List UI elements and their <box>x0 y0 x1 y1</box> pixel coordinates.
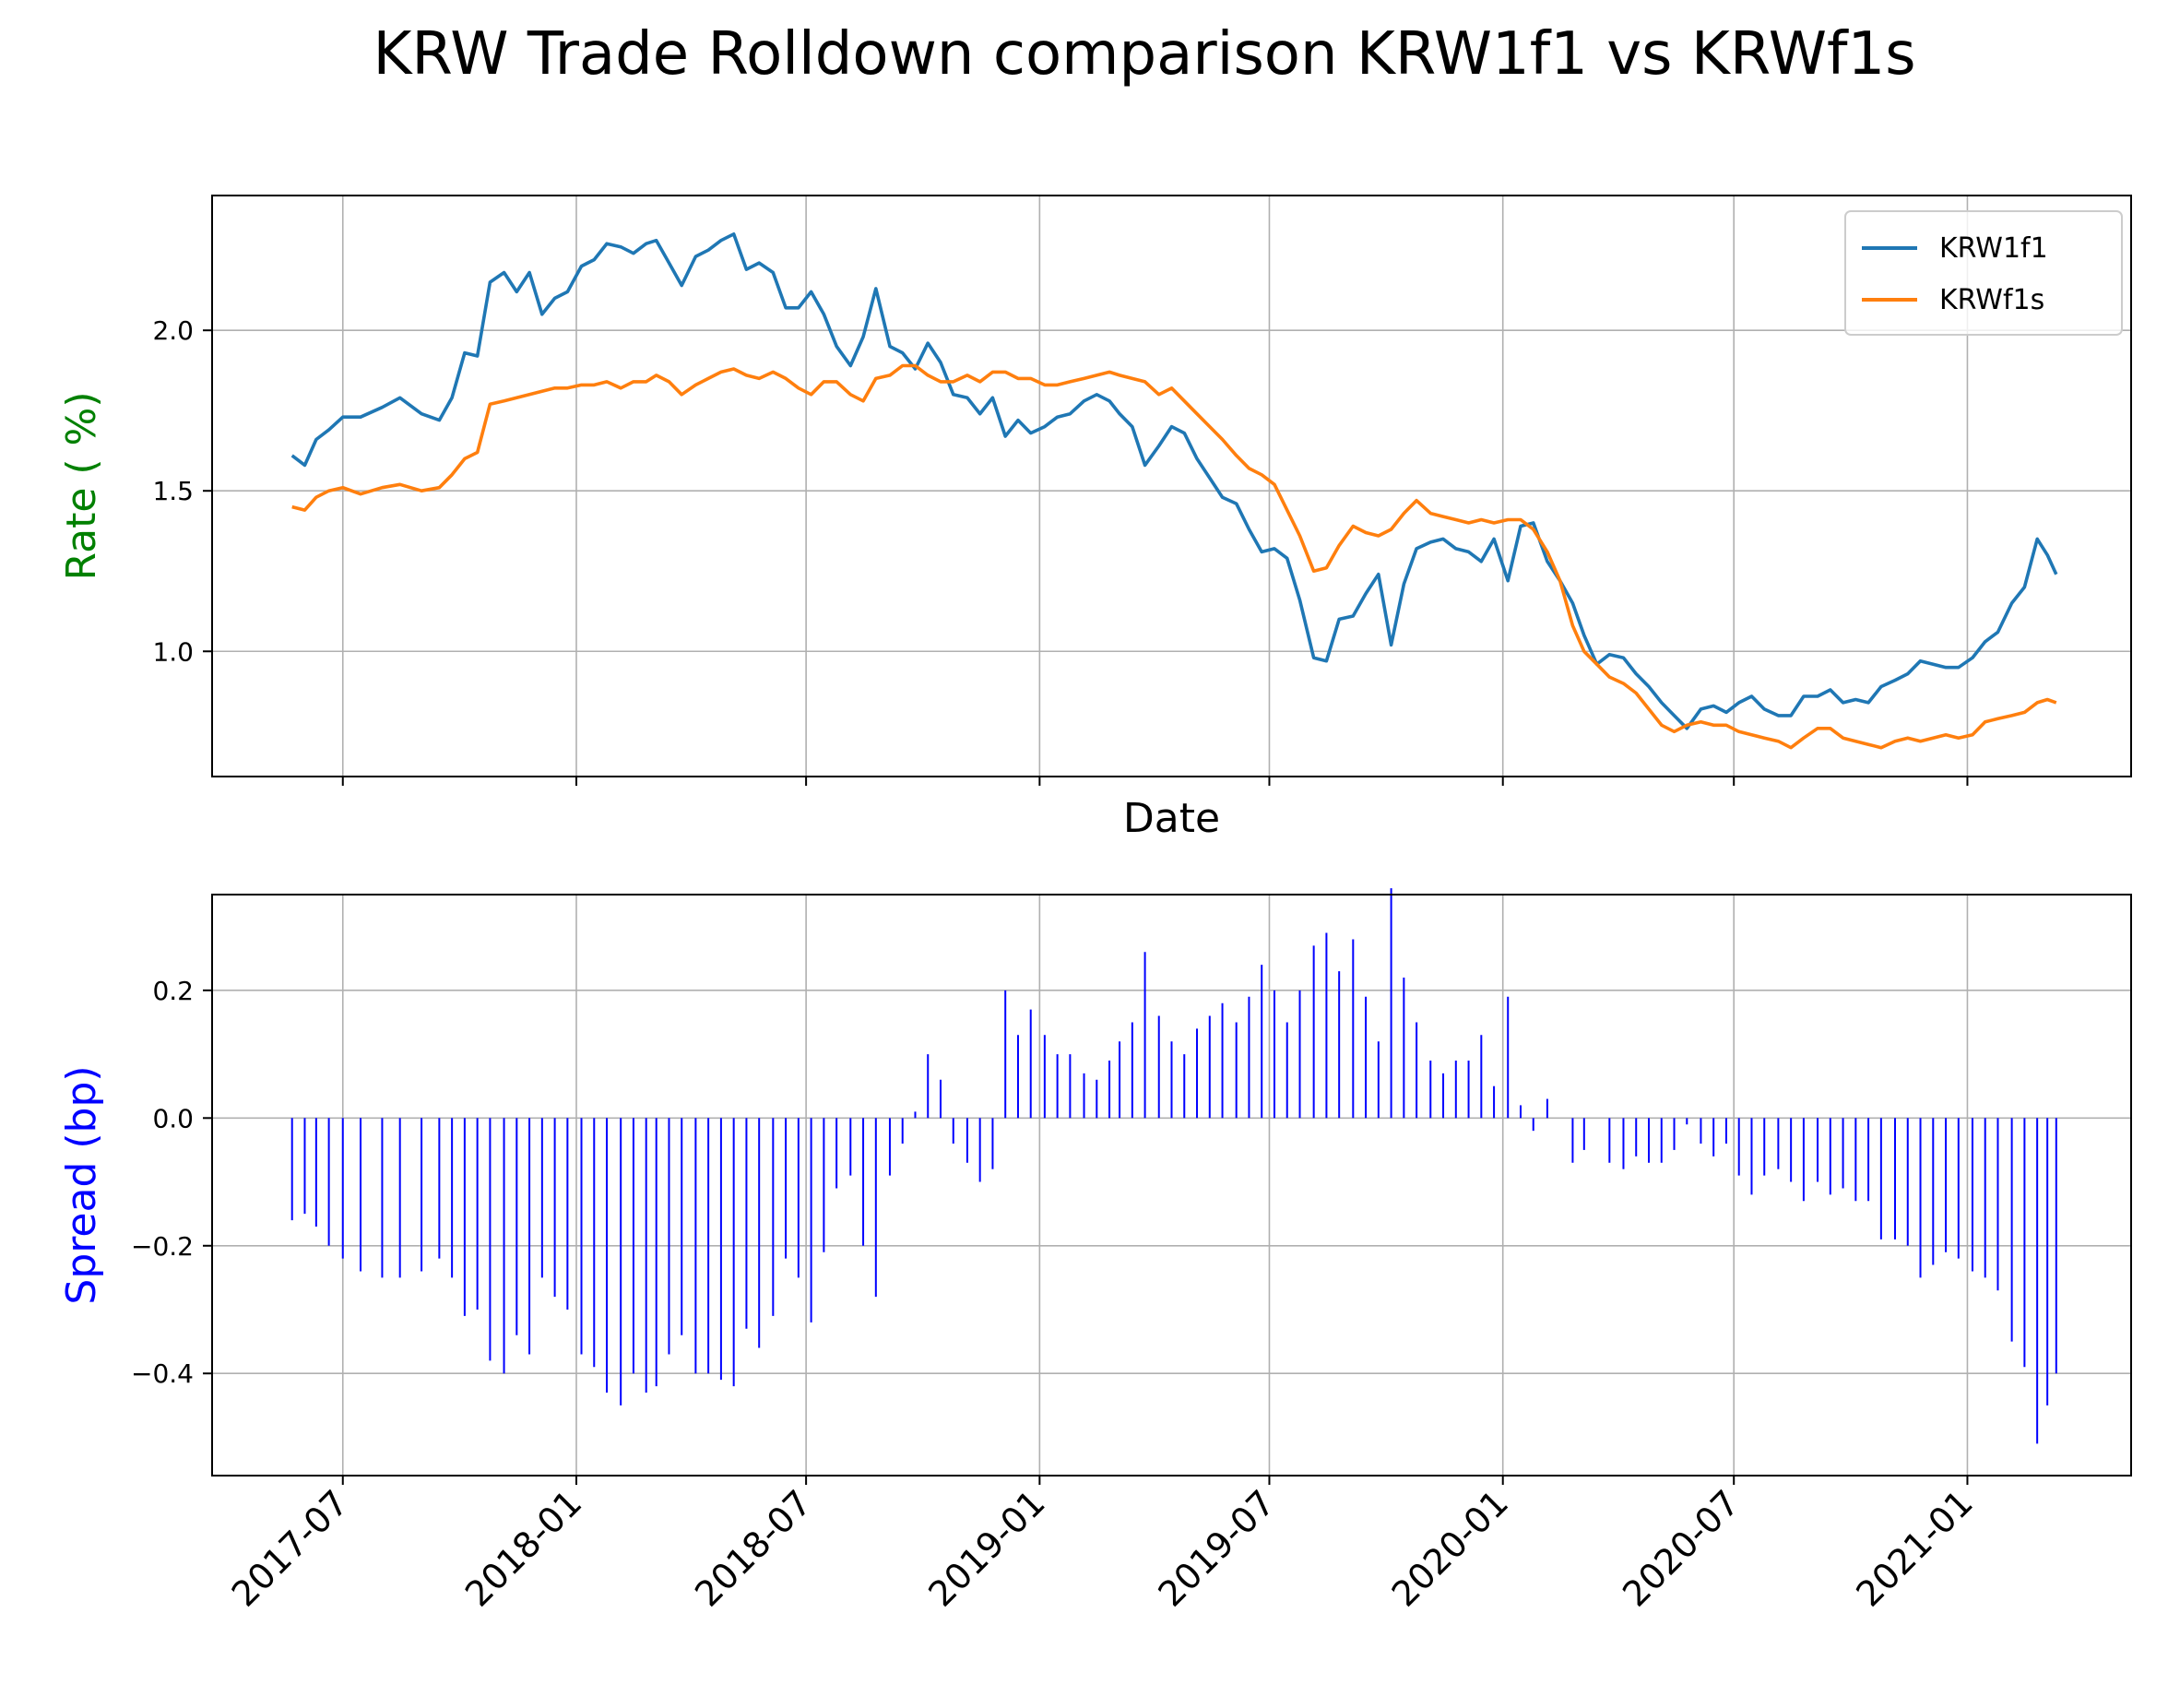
axes-frame <box>211 195 2132 777</box>
y-tick-label: 1.5 <box>152 476 194 506</box>
grid <box>212 196 2131 777</box>
y-tick-label: −0.4 <box>131 1358 194 1389</box>
legend-label: KRWf1s <box>1939 284 2044 316</box>
x-tick-label: 2021-01 <box>1848 1482 1980 1614</box>
x-axis-label: Date <box>1123 795 1220 842</box>
series-line-KRWf1s <box>291 363 2057 750</box>
x-tick-label: 2019-01 <box>920 1482 1052 1614</box>
x-tick-label: 2018-01 <box>457 1482 589 1614</box>
x-tick-labels: 2017-07 2018-01 2018-07 2019-01 2019-07 2020-… <box>224 1482 1981 1614</box>
y-tick-label: −0.2 <box>131 1231 194 1262</box>
legend-label: KRW1f1 <box>1939 232 2048 265</box>
y-tick-label: 1.0 <box>152 636 194 667</box>
legend-box <box>1844 210 2123 336</box>
x-tick-label: 2020-01 <box>1384 1482 1516 1614</box>
x-tick-label: 2018-07 <box>687 1482 819 1614</box>
y-tick-label: 2.0 <box>152 315 194 346</box>
y-tick-label: 0.0 <box>152 1103 194 1133</box>
y-tick-label: 0.2 <box>152 976 194 1006</box>
chart-title: KRW Trade Rolldown comparison KRW1f1 vs … <box>373 20 1915 89</box>
y-axis-label: Spread (bp) <box>58 1065 105 1304</box>
axes-frame <box>211 894 2132 1477</box>
x-tick-label: 2020-07 <box>1615 1482 1747 1614</box>
x-tick-label: 2017-07 <box>224 1482 356 1614</box>
legend: KRW1f1 KRWf1s <box>1844 210 2123 336</box>
y-axis-label: Rate ( %) <box>58 391 105 580</box>
rate-panel: 1.0 1.5 2.0 Rate ( %) Date KRW1f1 KRWf1s <box>58 195 2132 842</box>
series-line-KRW1f1 <box>290 232 2058 730</box>
spread-bars <box>290 888 2057 1444</box>
x-tick-label: 2019-07 <box>1150 1482 1282 1614</box>
